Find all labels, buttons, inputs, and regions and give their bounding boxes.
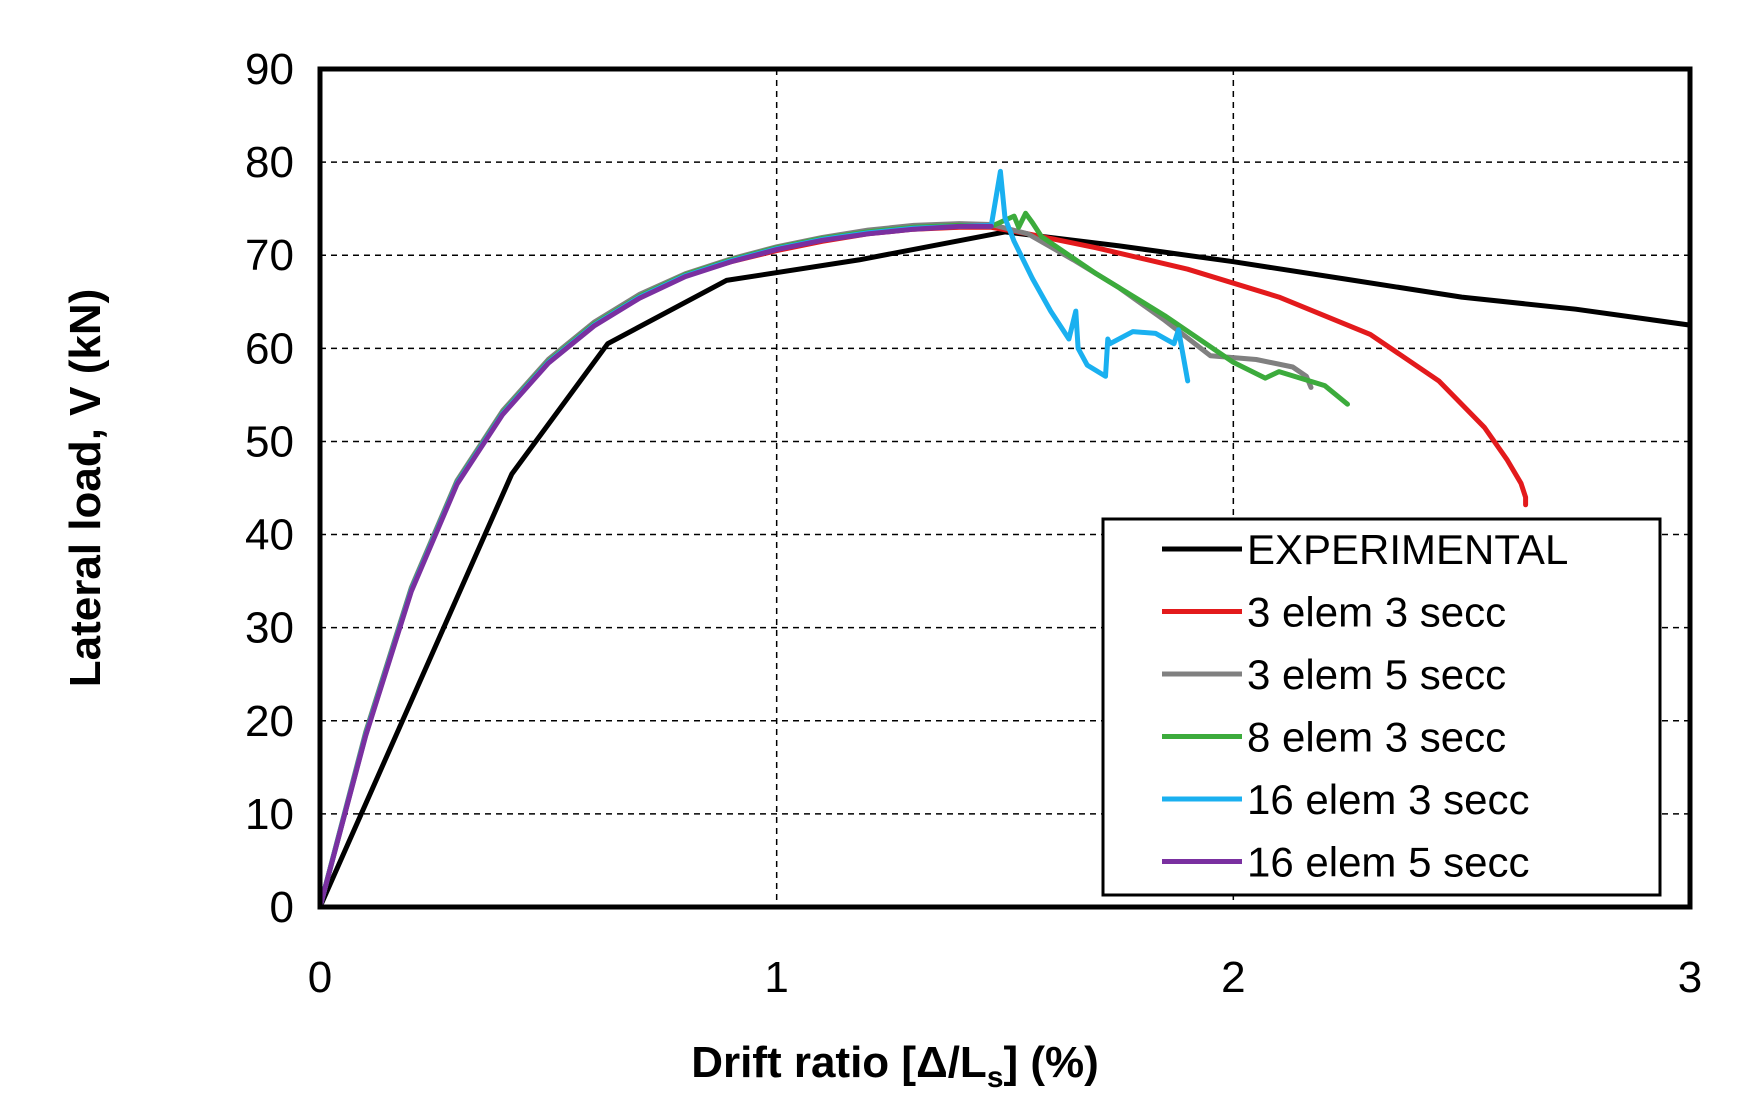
y-tick-label: 60: [245, 324, 294, 373]
x-tick-label: 1: [764, 953, 788, 1002]
x-tick-labels: 0 1 2 3: [308, 953, 1702, 1002]
x-axis-title-delta: Δ: [916, 1038, 948, 1087]
y-tick-label: 80: [245, 138, 294, 187]
legend-label: 3 elem 3 secc: [1247, 589, 1506, 636]
y-tick-label: 70: [245, 231, 294, 280]
legend-box: [1101, 517, 1662, 897]
plot-area-border: [317, 66, 1693, 910]
series-layer: [317, 168, 1693, 910]
legend: EXPERIMENTAL 3 elem 3 secc 3 elem 5 secc 8 …: [1101, 517, 1662, 897]
y-tick-label: 50: [245, 417, 294, 466]
series-line-16-elem-3-secc: [317, 168, 1191, 910]
legend-label: 16 elem 3 secc: [1247, 776, 1529, 823]
y-tick-labels: 0 10 20 30 40 50 60 70 80 90: [245, 45, 294, 932]
x-tick-label: 0: [308, 953, 332, 1002]
series-line-16-elem-5-secc: [317, 223, 994, 910]
y-tick-label: 40: [245, 511, 294, 560]
legend-items: EXPERIMENTAL 3 elem 3 secc 3 elem 5 secc 8 …: [1162, 526, 1568, 886]
legend-label: 3 elem 5 secc: [1247, 651, 1506, 698]
y-tick-label: 10: [245, 790, 294, 839]
y-axis-title: Lateral load, V (kN): [61, 289, 110, 688]
legend-label: 16 elem 5 secc: [1247, 839, 1529, 886]
y-tick-label: 0: [270, 883, 294, 932]
x-axis-title-subscript: s: [987, 1061, 1004, 1094]
x-axis-title-slash: /L: [948, 1038, 987, 1087]
x-tick-label: 2: [1221, 953, 1245, 1002]
legend-label: 8 elem 3 secc: [1247, 714, 1506, 761]
x-axis-title-suffix: ] (%): [1004, 1038, 1099, 1087]
x-axis-title-prefix: Drift ratio [: [691, 1038, 916, 1087]
x-axis-title: Drift ratio [Δ/Ls] (%): [691, 1038, 1099, 1094]
x-tick-label: 3: [1678, 953, 1702, 1002]
y-tick-label: 30: [245, 604, 294, 653]
y-tick-label: 90: [245, 45, 294, 94]
legend-label: EXPERIMENTAL: [1247, 526, 1568, 573]
y-tick-label: 20: [245, 697, 294, 746]
